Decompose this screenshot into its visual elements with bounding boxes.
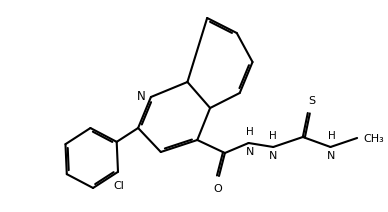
Text: Cl: Cl	[114, 181, 125, 191]
Text: H: H	[246, 127, 253, 137]
Text: N: N	[245, 147, 254, 157]
Text: N: N	[269, 151, 277, 161]
Text: O: O	[214, 184, 222, 194]
Text: N: N	[327, 151, 336, 161]
Text: CH₃: CH₃	[363, 134, 384, 144]
Text: H: H	[269, 131, 277, 141]
Text: N: N	[137, 89, 146, 102]
Text: H: H	[327, 131, 335, 141]
Text: S: S	[308, 96, 315, 106]
